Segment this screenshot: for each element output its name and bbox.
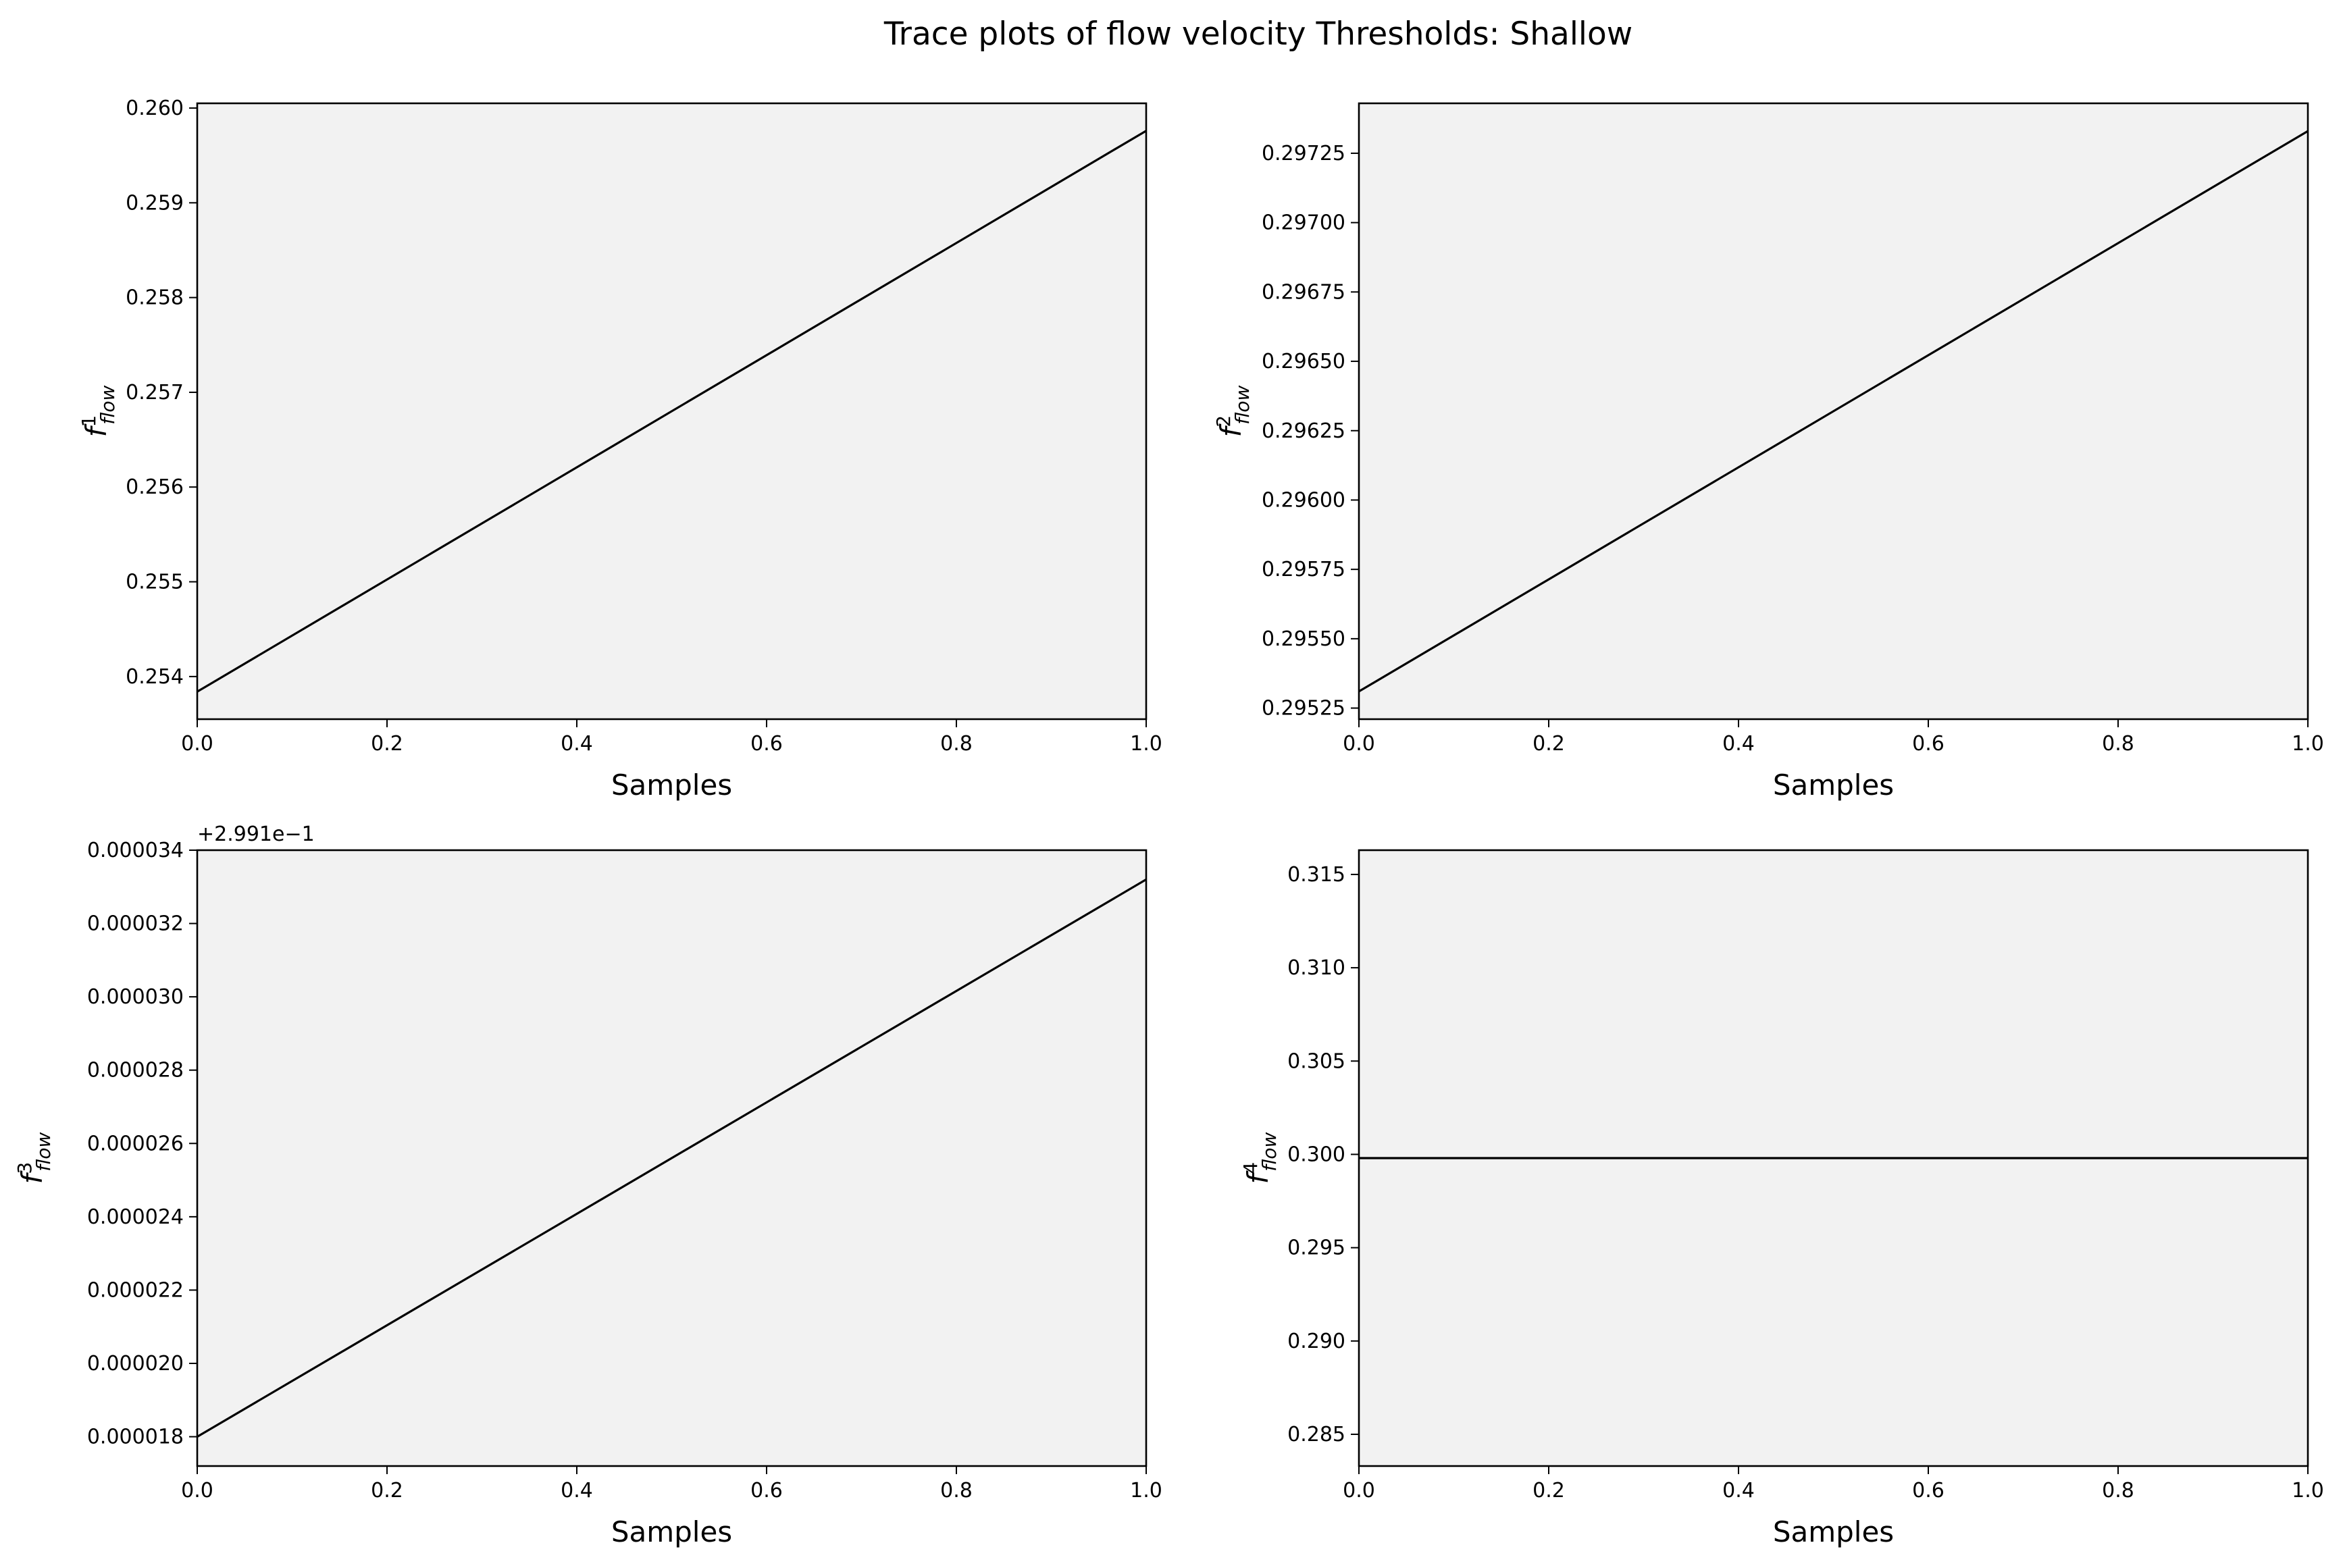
- x-tick-label-2-3: 0.6: [1912, 732, 1945, 756]
- y-tick-label-4-5: 0.310: [1287, 956, 1345, 980]
- axes-frame-1: [196, 102, 1148, 721]
- x-tick-label-3-4: 0.8: [940, 1479, 973, 1502]
- x-tick-label-3-3: 0.6: [750, 1479, 783, 1502]
- x-tick-label-2-5: 1.0: [2292, 732, 2324, 756]
- y-tick-label-1-1: 0.255: [126, 571, 184, 594]
- subplot-1: 0.0 0.2 0.4 0.6 0.8 1.0 0.254 0.255 0.256 0.257 0.…: [78, 97, 1162, 802]
- x-tick-label-4-5: 1.0: [2292, 1479, 2324, 1502]
- y-tick-label-4-1: 0.290: [1287, 1330, 1345, 1353]
- y-tick-label-2-5: 0.29650: [1262, 350, 1345, 373]
- axes-frame-3: [196, 849, 1148, 1467]
- y-tick-label-2-6: 0.29675: [1262, 280, 1345, 304]
- y-axis-label-sub-4: flow: [1258, 1132, 1281, 1172]
- y-tick-label-3-5: 0.000028: [87, 1059, 184, 1082]
- y-axis-label-2: f2flow: [1212, 386, 1254, 438]
- y-axis-label-sup-4: 4: [1239, 1162, 1262, 1174]
- y-tick-label-2-1: 0.29550: [1262, 627, 1345, 651]
- y-tick-label-2-0: 0.29525: [1262, 697, 1345, 721]
- y-tick-label-3-8: 0.000034: [87, 839, 184, 862]
- series-line-2: [1358, 130, 2309, 693]
- subplot-3: 0.0 0.2 0.4 0.6 0.8 1.0 0.000018 0.000020 0.0000…: [14, 822, 1162, 1548]
- y-tick-label-3-1: 0.000020: [87, 1352, 184, 1376]
- x-tick-label-4-1: 0.2: [1533, 1479, 1565, 1502]
- y-axis-label-sub-1: flow: [97, 386, 119, 425]
- x-tick-label-4-3: 0.6: [1912, 1479, 1945, 1502]
- x-axis-label-3: Samples: [611, 1515, 732, 1548]
- y-tick-label-1-5: 0.259: [126, 191, 184, 215]
- y-tick-label-2-4: 0.29625: [1262, 419, 1345, 443]
- y-tick-label-3-3: 0.000024: [87, 1205, 184, 1229]
- x-axis-label-1: Samples: [611, 768, 732, 802]
- y-offset-label-3: +2.991e−1: [197, 822, 315, 846]
- y-tick-label-3-6: 0.000030: [87, 985, 184, 1009]
- y-tick-label-4-6: 0.315: [1287, 863, 1345, 887]
- y-tick-label-3-0: 0.000018: [87, 1426, 184, 1449]
- x-tick-label-2-2: 0.4: [1722, 732, 1755, 756]
- x-tick-label-4-2: 0.4: [1722, 1479, 1755, 1502]
- figure-title: Trace plots of flow velocity Thresholds:…: [883, 16, 1632, 53]
- y-tick-label-2-3: 0.29600: [1262, 488, 1345, 512]
- x-tick-label-3-5: 1.0: [1130, 1479, 1162, 1502]
- x-tick-label-3-0: 0.0: [181, 1479, 213, 1502]
- y-tick-label-4-2: 0.295: [1287, 1236, 1345, 1260]
- y-axis-label-sup-3: 3: [14, 1162, 36, 1174]
- y-axis-label-sup-2: 2: [1212, 415, 1235, 427]
- y-tick-label-2-7: 0.29700: [1262, 211, 1345, 235]
- series-line-3: [197, 879, 1147, 1438]
- x-tick-label-1-1: 0.2: [371, 732, 403, 756]
- y-tick-label-4-0: 0.285: [1287, 1423, 1345, 1446]
- y-tick-label-2-8: 0.29725: [1262, 142, 1345, 165]
- subplot-grid: 0.0 0.2 0.4 0.6 0.8 1.0 0.254 0.255 0.256 0.257 0.…: [14, 97, 2324, 1548]
- x-tick-label-2-4: 0.8: [2102, 732, 2134, 756]
- y-axis-label-sup-1: 1: [78, 415, 100, 427]
- x-tick-label-1-4: 0.8: [940, 732, 973, 756]
- x-tick-label-2-0: 0.0: [1343, 732, 1375, 756]
- x-tick-label-1-0: 0.0: [181, 732, 213, 756]
- y-tick-label-1-6: 0.260: [126, 97, 184, 120]
- y-tick-label-1-0: 0.254: [126, 665, 184, 689]
- x-axis-label-4: Samples: [1773, 1515, 1894, 1548]
- x-tick-label-4-4: 0.8: [2102, 1479, 2134, 1502]
- y-axis-label-3: f3flow: [14, 1132, 55, 1184]
- subplot-2: 0.0 0.2 0.4 0.6 0.8 1.0 0.29525 0.29550 0.29575 0…: [1212, 102, 2324, 802]
- y-tick-label-4-3: 0.300: [1287, 1143, 1345, 1166]
- y-axis-label-sub-2: flow: [1231, 386, 1254, 425]
- y-tick-label-1-3: 0.257: [126, 381, 184, 404]
- axes-frame-4: [1358, 849, 2309, 1467]
- y-tick-label-2-2: 0.29575: [1262, 558, 1345, 581]
- y-tick-label-3-2: 0.000022: [87, 1278, 184, 1302]
- y-tick-label-4-4: 0.305: [1287, 1049, 1345, 1073]
- y-tick-label-1-4: 0.258: [126, 286, 184, 310]
- subplot-4: 0.0 0.2 0.4 0.6 0.8 1.0 0.285 0.290 0.295 0.300 0.…: [1239, 849, 2324, 1548]
- y-axis-label-4: f4flow: [1239, 1132, 1281, 1184]
- x-tick-label-4-0: 0.0: [1343, 1479, 1375, 1502]
- y-tick-label-3-4: 0.000026: [87, 1132, 184, 1155]
- x-tick-label-1-3: 0.6: [750, 732, 783, 756]
- series-line-1: [197, 130, 1147, 693]
- y-tick-label-3-7: 0.000032: [87, 912, 184, 936]
- axes-frame-2: [1358, 102, 2309, 721]
- x-tick-label-2-1: 0.2: [1533, 732, 1565, 756]
- x-tick-label-3-1: 0.2: [371, 1479, 403, 1502]
- x-axis-label-2: Samples: [1773, 768, 1894, 802]
- x-tick-label-3-2: 0.4: [561, 1479, 593, 1502]
- x-tick-label-1-5: 1.0: [1130, 732, 1162, 756]
- y-tick-label-1-2: 0.256: [126, 475, 184, 499]
- x-tick-label-1-2: 0.4: [561, 732, 593, 756]
- y-axis-label-sub-3: flow: [32, 1132, 55, 1172]
